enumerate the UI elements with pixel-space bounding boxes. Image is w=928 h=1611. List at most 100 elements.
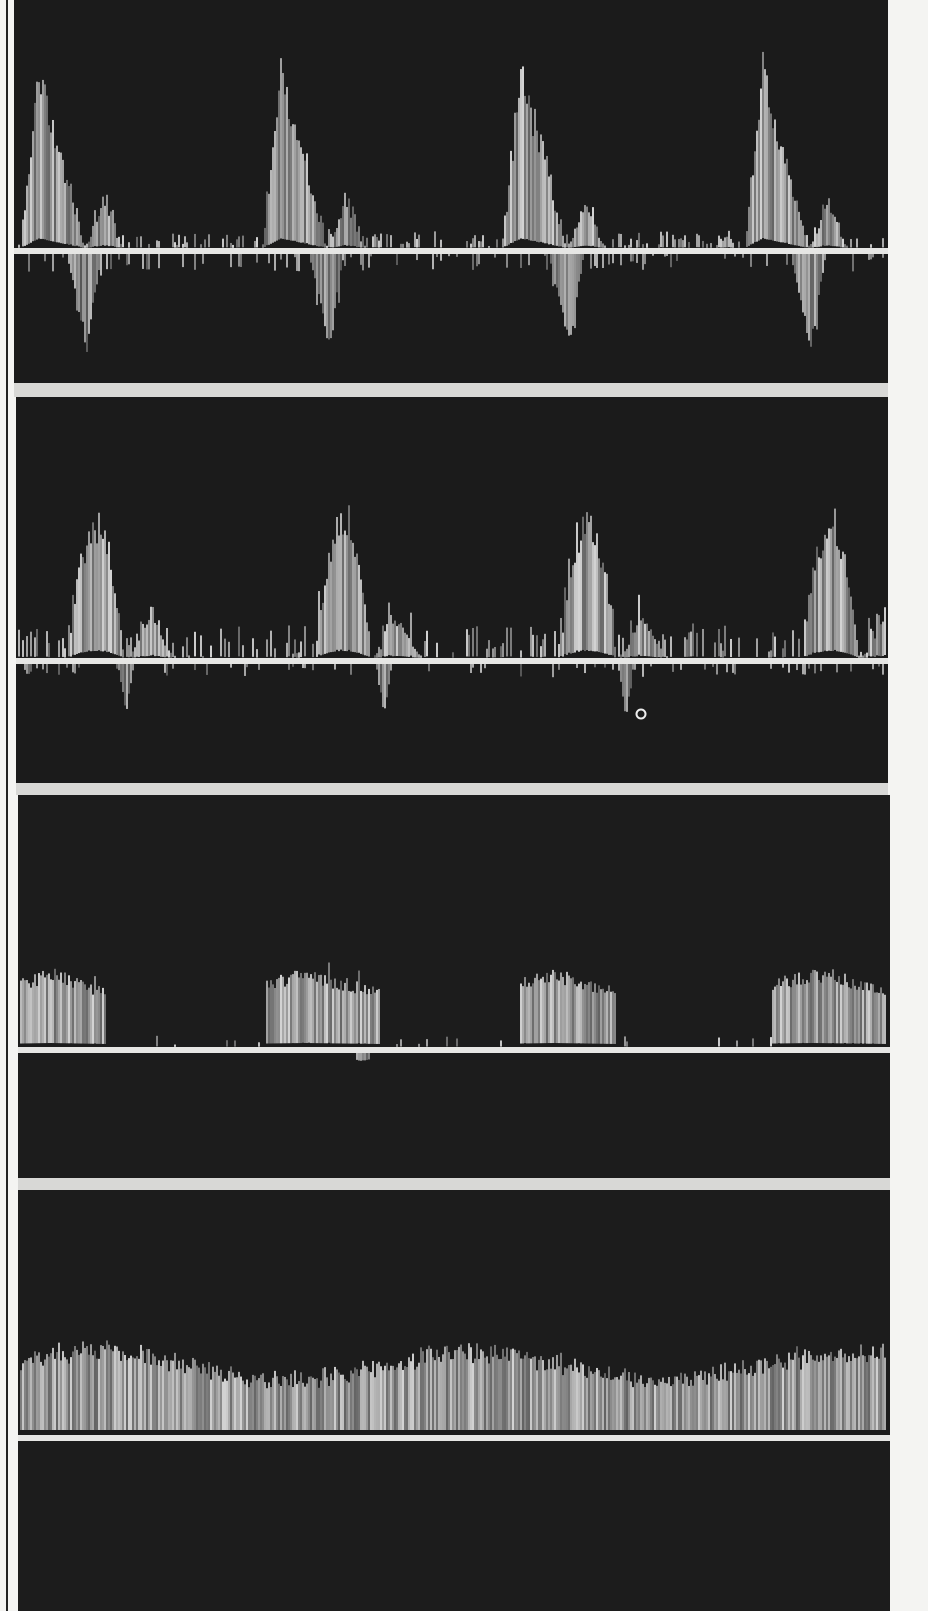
spectral-streak xyxy=(164,664,166,673)
spectral-streak xyxy=(328,1386,330,1430)
spectral-streak xyxy=(118,237,120,248)
spectral-streak xyxy=(364,1053,366,1060)
spectral-streak xyxy=(72,1351,74,1430)
spectral-streak xyxy=(280,254,282,260)
spectral-streak xyxy=(590,516,592,651)
spectral-streak xyxy=(300,147,302,242)
spectral-streak xyxy=(538,980,540,1043)
spectral-streak xyxy=(400,1039,402,1046)
spectral-streak xyxy=(544,254,546,256)
spectral-streak xyxy=(44,1360,46,1430)
spectral-streak xyxy=(270,980,272,1043)
spectral-streak xyxy=(284,1377,286,1430)
spectral-streak xyxy=(164,646,166,658)
spectral-streak xyxy=(364,1366,366,1430)
spectral-streak xyxy=(726,237,728,248)
spectral-streak xyxy=(516,1353,518,1430)
spectral-streak xyxy=(882,622,884,656)
spectral-streak xyxy=(570,241,572,247)
spectral-streak xyxy=(60,153,62,244)
spectral-streak xyxy=(46,664,48,673)
spectral-streak xyxy=(872,984,874,1043)
spectral-streak xyxy=(620,254,622,265)
spectral-streak xyxy=(270,170,272,244)
spectral-streak xyxy=(480,664,482,673)
spectral-streak xyxy=(82,243,84,248)
spectral-streak xyxy=(380,664,382,692)
spectral-streak xyxy=(772,632,774,656)
panel xyxy=(18,795,890,1178)
spectral-streak xyxy=(414,1370,416,1430)
spectral-streak xyxy=(558,224,560,246)
spectral-streak xyxy=(74,604,76,655)
spectral-streak xyxy=(34,1351,36,1430)
spectral-streak xyxy=(630,239,632,248)
spectral-streak xyxy=(844,974,846,1043)
spectral-streak xyxy=(148,254,150,269)
spectral-streak xyxy=(140,622,142,657)
spectral-streak xyxy=(854,1358,856,1430)
spectral-streak xyxy=(238,627,240,657)
spectral-streak xyxy=(876,614,878,656)
spectral-streak xyxy=(634,664,636,670)
spectral-streak xyxy=(560,1353,562,1430)
spectral-streak xyxy=(828,528,830,650)
spectral-streak xyxy=(86,244,88,248)
spectral-streak xyxy=(600,1377,602,1430)
spectral-streak xyxy=(226,1381,228,1430)
spectral-streak xyxy=(160,635,162,656)
spectral-streak xyxy=(306,973,308,1043)
spectral-streak xyxy=(130,1356,132,1430)
spectral-streak xyxy=(698,235,700,247)
spectral-streak xyxy=(36,986,38,1043)
spectral-streak xyxy=(368,631,370,656)
spectral-streak xyxy=(738,1370,740,1430)
spectral-streak xyxy=(150,1365,152,1430)
spectral-streak xyxy=(546,973,548,1043)
spectral-streak xyxy=(824,254,826,260)
spectral-streak xyxy=(782,664,784,668)
spectral-streak xyxy=(40,94,42,239)
spectral-streak xyxy=(344,254,346,266)
spectral-streak xyxy=(340,1375,342,1430)
spectral-streak xyxy=(128,254,130,264)
spectral-streak xyxy=(580,1362,582,1430)
spectral-streak xyxy=(152,607,154,655)
spectral-streak xyxy=(120,244,122,248)
spectral-streak xyxy=(848,987,850,1043)
spectral-streak xyxy=(146,624,148,656)
spectral-streak xyxy=(610,1380,612,1430)
spectral-streak xyxy=(792,980,794,1043)
spectral-streak xyxy=(552,1357,554,1430)
spectral-streak xyxy=(718,1381,720,1430)
spectral-streak xyxy=(114,223,116,247)
spectral-streak xyxy=(200,1373,202,1430)
spectral-streak xyxy=(286,1379,288,1430)
spectral-streak xyxy=(188,1367,190,1430)
spectral-streak xyxy=(130,637,132,656)
spectral-streak xyxy=(874,1358,876,1430)
spectral-streak xyxy=(662,235,664,247)
spectral-streak xyxy=(262,1373,264,1430)
spectral-streak xyxy=(618,664,620,671)
spectral-streak xyxy=(178,1361,180,1430)
spectral-streak xyxy=(368,1053,370,1059)
spectral-streak xyxy=(486,1356,488,1430)
spectral-streak xyxy=(574,229,576,247)
spectral-streak xyxy=(308,1377,310,1430)
spectral-streak xyxy=(318,975,320,1043)
spectral-streak xyxy=(66,1359,68,1430)
spectral-streak xyxy=(424,1363,426,1430)
spectral-streak xyxy=(46,631,48,657)
spectral-streak xyxy=(366,1367,368,1430)
spectral-streak xyxy=(642,618,644,656)
spectral-streak xyxy=(194,1360,196,1430)
spectral-streak xyxy=(236,1377,238,1430)
spectral-streak xyxy=(592,207,594,246)
spectral-streak xyxy=(752,1376,754,1430)
spectral-streak xyxy=(342,1375,344,1430)
spectral-streak xyxy=(134,647,136,657)
spectral-streak xyxy=(872,631,874,656)
spectral-streak xyxy=(92,226,94,247)
spectral-streak xyxy=(472,628,474,656)
